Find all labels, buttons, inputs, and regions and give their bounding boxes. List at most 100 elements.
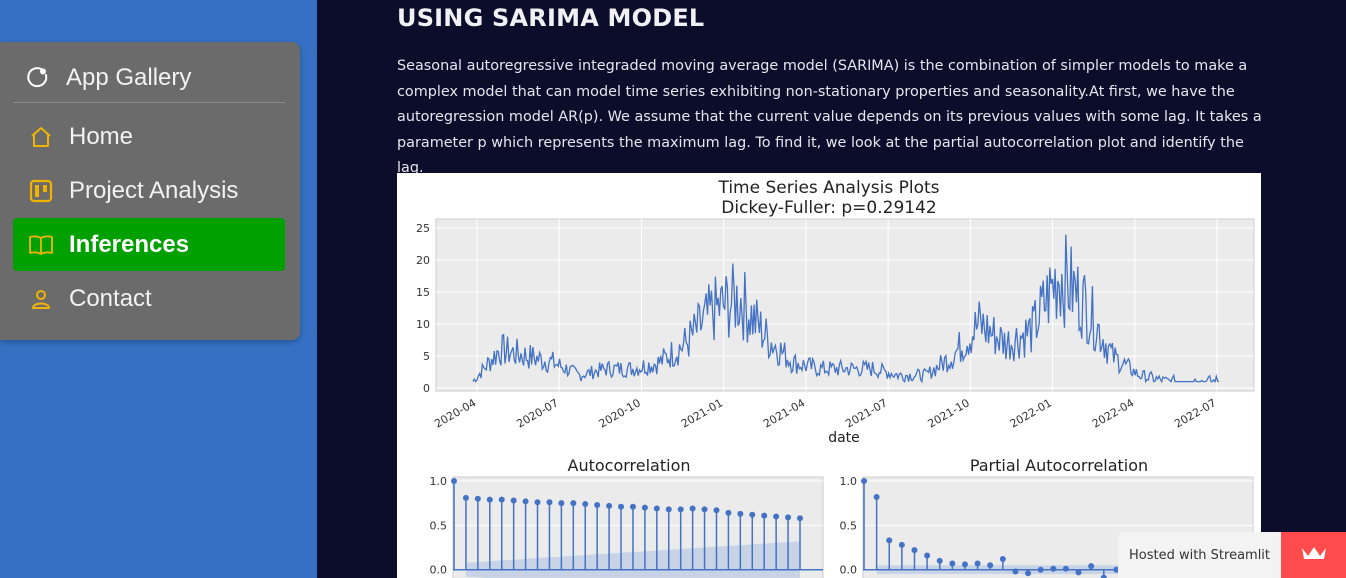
stem-marker [785, 514, 792, 521]
streamlit-crown-icon [1300, 544, 1328, 566]
acf-axes [452, 476, 824, 578]
page-title: USING SARIMA MODEL [397, 4, 705, 32]
sidebar-item-contact[interactable]: Contact [13, 272, 285, 325]
stem-marker [462, 494, 469, 501]
stem-marker [582, 501, 589, 508]
stem-marker [606, 502, 613, 509]
app-gallery-icon [25, 66, 49, 90]
stem-marker [665, 506, 672, 513]
stem-marker [886, 537, 893, 544]
sidebar-item-home[interactable]: Home [13, 110, 285, 163]
stem-marker [1050, 565, 1057, 572]
y-tick-label: 10 [416, 318, 430, 331]
y-tick-label: 5 [423, 350, 430, 363]
x-tick-label: 2021-07 [843, 396, 889, 430]
stem-marker [861, 478, 867, 484]
y-tick-label: 0.5 [430, 519, 448, 532]
stem-marker [949, 560, 956, 567]
x-tick-label: 2021-10 [926, 396, 972, 430]
stem-marker [594, 501, 601, 508]
stem-marker [570, 500, 577, 507]
x-tick-label: 2022-04 [1090, 396, 1136, 430]
hosted-label: Hosted with Streamlit [1128, 547, 1271, 563]
sidebar-item-label: Home [69, 122, 134, 150]
stem-marker [725, 509, 732, 516]
stem-marker [1088, 563, 1095, 570]
pacf-title: Partial Autocorrelation [970, 456, 1148, 475]
stem-marker [474, 495, 481, 502]
stem-marker [924, 552, 931, 559]
sidebar-item-project-analysis[interactable]: Project Analysis [13, 164, 285, 217]
stem-marker [1025, 570, 1032, 577]
stem-marker [797, 515, 803, 522]
x-tick-label: 2020-10 [597, 396, 643, 430]
timeseries-y-ticks: 0 5 10 15 20 25 [416, 222, 430, 395]
stem-marker [1113, 566, 1120, 573]
stem-marker [677, 506, 684, 513]
x-axis-label: date [828, 430, 860, 446]
stem-marker [451, 478, 457, 484]
y-tick-label: 0 [423, 382, 430, 395]
stem-marker [749, 511, 756, 518]
x-tick-label: 2021-01 [679, 396, 725, 430]
stem-marker [961, 561, 968, 568]
person-icon [28, 286, 54, 312]
stem-marker [498, 496, 505, 503]
x-tick-label: 2022-01 [1008, 396, 1054, 430]
stem-marker [1062, 565, 1069, 572]
y-tick-label: 20 [416, 254, 430, 267]
kanban-icon [28, 178, 54, 204]
timeseries-series [472, 234, 1220, 384]
series-line [472, 234, 1220, 384]
stem-marker [873, 493, 880, 500]
acf-title: Autocorrelation [568, 456, 691, 475]
intro-paragraph: Seasonal autoregressive integraded movin… [397, 58, 1262, 177]
stem-marker [987, 562, 994, 569]
y-tick-label: 25 [416, 222, 430, 235]
sidebar-item-inferences[interactable]: Inferences [13, 218, 285, 271]
stem-marker [629, 503, 636, 510]
y-tick-label: 0.5 [840, 519, 858, 532]
stem-marker [510, 497, 517, 504]
chart-subtitle: Dickey-Fuller: p=0.29142 [721, 198, 936, 218]
hosted-with-streamlit[interactable]: Hosted with Streamlit [1118, 532, 1281, 578]
chart-title: Time Series Analysis Plots [717, 178, 939, 198]
y-tick-label: 0.0 [840, 564, 858, 577]
y-tick-label: 1.0 [430, 475, 448, 488]
x-tick-label: 2020-04 [432, 396, 478, 430]
stem-marker [689, 505, 696, 512]
acf-series: 0.0 0.5 1.0 [430, 475, 823, 578]
sidebar-item-label: Contact [69, 284, 152, 312]
stem-marker [618, 503, 625, 510]
y-tick-label: 0.0 [430, 564, 448, 577]
stem-marker [653, 505, 660, 512]
x-tick-label: 2020-07 [514, 396, 560, 430]
book-icon [28, 232, 54, 258]
stem-marker [701, 506, 708, 513]
streamlit-badge[interactable] [1281, 532, 1346, 578]
time-series-analysis-figure: Time Series Analysis Plots Dickey-Fuller… [397, 173, 1261, 578]
stem-marker [1075, 569, 1082, 576]
stem-marker [713, 507, 720, 514]
stem-marker [1037, 566, 1044, 573]
stem-marker [936, 557, 943, 564]
app-gallery-label: App Gallery [66, 64, 192, 91]
sidebar-item-label: Inferences [69, 230, 190, 258]
stem-marker [1012, 568, 1019, 575]
stem-marker [546, 499, 553, 506]
stem-marker [773, 513, 780, 520]
x-tick-label: 2022-07 [1172, 396, 1218, 430]
stem-marker [761, 512, 768, 519]
stem-marker [737, 510, 744, 517]
x-tick-label: 2021-04 [761, 396, 807, 430]
stem-marker [1100, 574, 1107, 578]
figure-svg: Time Series Analysis Plots Dickey-Fuller… [416, 178, 1255, 578]
nav-menu: App Gallery Home Project Analysis [0, 42, 300, 340]
app-gallery-link[interactable]: App Gallery [13, 54, 285, 103]
stem-marker [641, 504, 648, 511]
sidebar-item-label: Project Analysis [69, 176, 239, 204]
stem-marker [522, 498, 529, 505]
y-tick-label: 1.0 [840, 475, 858, 488]
timeseries-x-ticks: 2020-04 2020-07 2020-10 2021-01 2021-04 2021-… [432, 396, 1218, 430]
stem-marker [999, 556, 1006, 563]
